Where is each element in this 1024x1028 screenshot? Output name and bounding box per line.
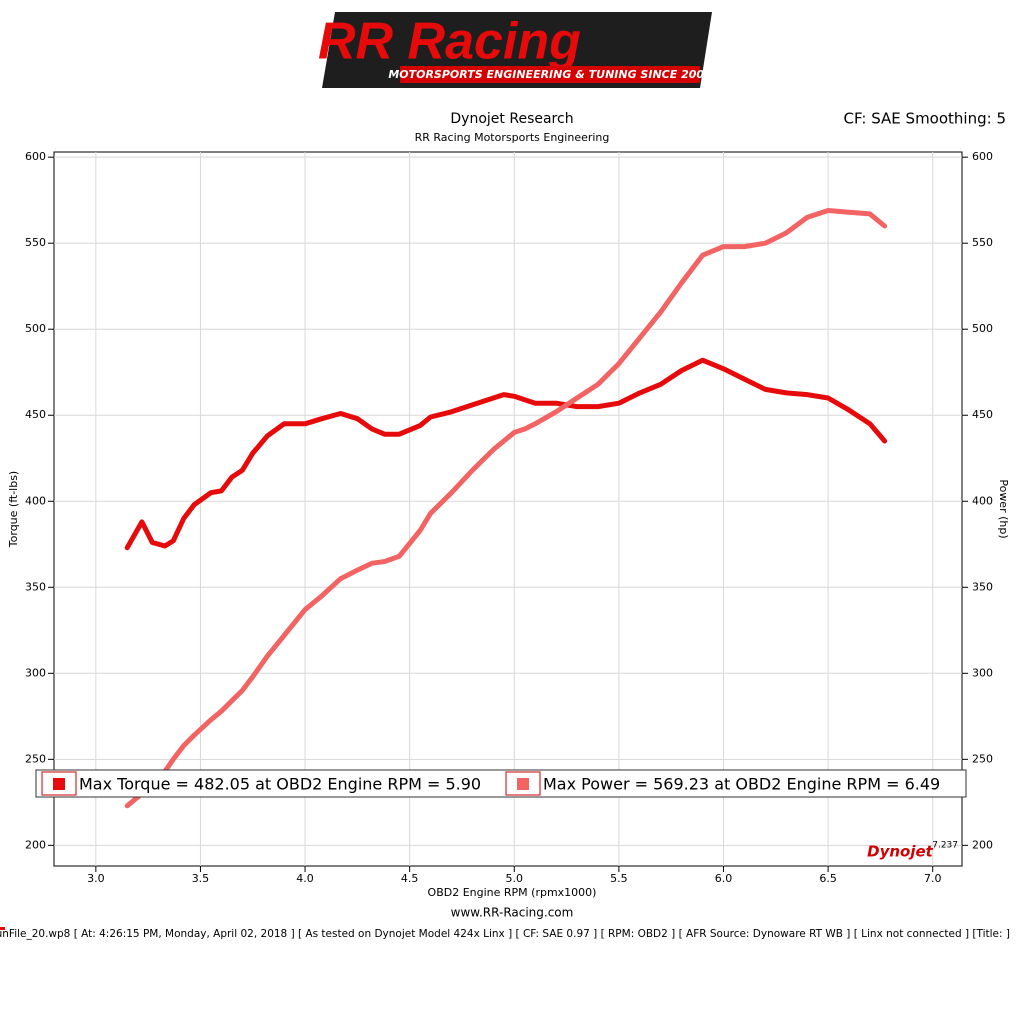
x-tick-label: 5.5 [610,872,628,885]
y-tick-label: 500 [25,322,46,335]
x-axis-label: OBD2 Engine RPM (rpmx1000) [428,886,597,899]
x-tick-label: 4.0 [296,872,314,885]
y-tick-label: 400 [25,494,46,507]
y2-tick-label: 250 [972,752,993,765]
legend-swatch [53,778,65,790]
y2-axis-label: Power (hp) [997,479,1010,538]
y2-tick-label: 600 [972,150,993,163]
x-tick-label: 5.0 [506,872,524,885]
x-tick-label: 3.5 [192,872,210,885]
y2-tick-label: 450 [972,408,993,421]
logo-title: RR Racing [318,13,581,71]
footer: RunFile_20.wp8 [ At: 4:26:15 PM, Monday,… [0,928,1010,940]
logo-tagline: MOTORSPORTS ENGINEERING & TUNING SINCE 2… [388,68,711,81]
series-line [124,208,888,809]
y-tick-label: 200 [25,838,46,851]
y-tick-label: 350 [25,580,46,593]
logo-band [400,66,700,83]
y-tick-label: 300 [25,666,46,679]
series-line [124,357,888,551]
y2-tick-label: 200 [972,838,993,851]
y2-tick-label: 500 [972,322,993,335]
chart-title: Dynojet Research [450,111,573,127]
x-tick-label: 6.0 [715,872,733,885]
x-tick-label: 4.5 [401,872,419,885]
badge-value: 7.237 [932,841,958,851]
y-tick-label: 250 [25,752,46,765]
website: www.RR-Racing.com [451,906,574,920]
legend: Max Torque = 482.05 at OBD2 Engine RPM =… [35,769,967,798]
legend-box [35,769,967,798]
plot-frame [53,151,963,867]
y-tick-label: 600 [25,150,46,163]
y-axis-label: Torque (ft-lbs) [7,471,20,548]
chart-subtitle: RR Racing Motorsports Engineering [415,131,610,144]
footer-marker [0,927,5,930]
logo: RR Racing MOTORSPORTS ENGINEERING & TUNI… [318,12,712,88]
settings: CF: SAE Smoothing: 5 [843,110,1006,128]
x-tick-label: 6.5 [819,872,837,885]
y-tick-label: 550 [25,236,46,249]
y2-tick-label: 300 [972,666,993,679]
legend-swatch [517,778,529,790]
y2-tick-label: 550 [972,236,993,249]
y-tick-label: 450 [25,408,46,421]
x-tick-label: 3.0 [87,872,105,885]
legend-label: Max Torque = 482.05 at OBD2 Engine RPM =… [79,775,481,794]
plot [54,152,962,866]
y2-tick-label: 350 [972,580,993,593]
badge: Dynojet [867,843,934,861]
x-tick-label: 7.0 [924,872,942,885]
legend-label: Max Power = 569.23 at OBD2 Engine RPM = … [543,775,940,794]
y2-tick-label: 400 [972,494,993,507]
